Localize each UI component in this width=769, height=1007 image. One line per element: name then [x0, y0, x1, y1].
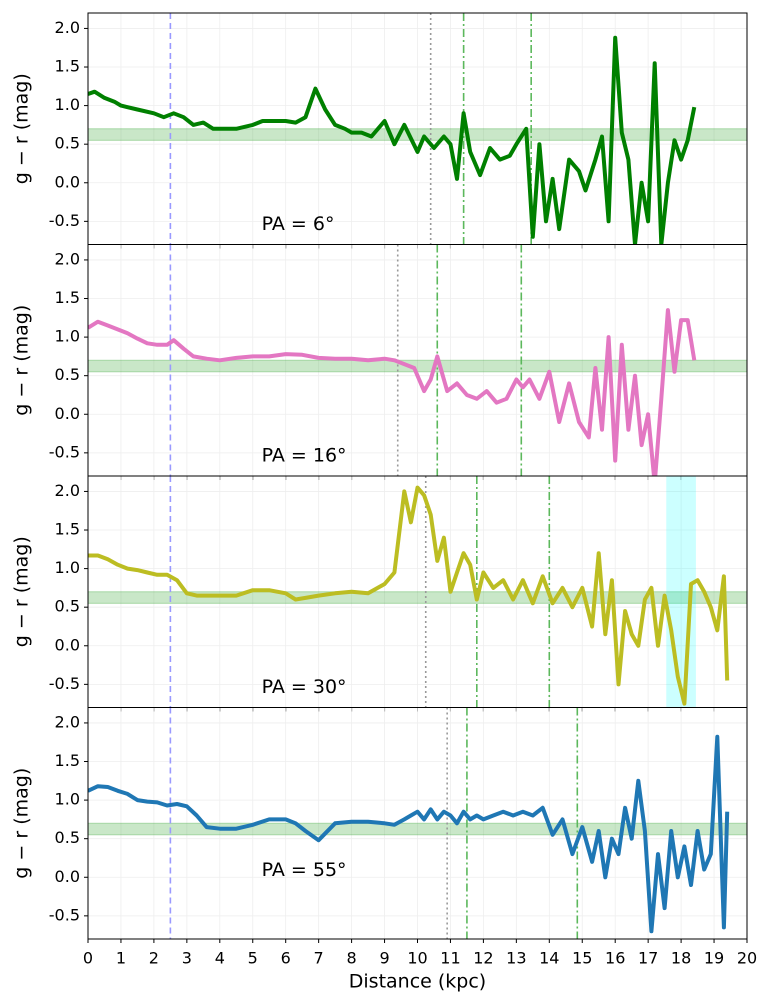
x-tick-label: 7 [314, 949, 324, 968]
y-axis-label: g − r (mag) [11, 73, 33, 184]
x-tick-label: 15 [572, 949, 592, 968]
annotation: PA = 6° [262, 213, 335, 235]
y-tick-label: -0.5 [49, 674, 80, 693]
plot-area [88, 244, 747, 476]
y-tick-label: 1.5 [55, 520, 80, 539]
y-axis-label: g − r (mag) [11, 536, 33, 647]
x-tick-label: 8 [347, 949, 357, 968]
x-tick-label: 19 [704, 949, 724, 968]
x-axis-label: Distance (kpc) [349, 971, 486, 993]
y-tick-label: 2.0 [55, 18, 80, 37]
annotation: PA = 16° [262, 445, 347, 467]
x-tick-label: 9 [379, 949, 389, 968]
data-line [88, 734, 730, 934]
y-tick-label: 0.0 [55, 172, 80, 191]
y-axis-label: g − r (mag) [11, 305, 33, 416]
reference-band [88, 822, 747, 836]
y-tick-label: -0.5 [49, 905, 80, 924]
reference-band [88, 591, 747, 604]
y-axis-label: g − r (mag) [11, 768, 33, 879]
y-tick-label: 0.5 [55, 134, 80, 153]
plot-area [88, 13, 747, 245]
x-tick-label: 1 [116, 949, 126, 968]
y-tick-label: 0.0 [55, 635, 80, 654]
data-line [88, 485, 730, 706]
x-tick-label: 16 [605, 949, 625, 968]
y-tick-label: 2.0 [55, 712, 80, 731]
annotation: PA = 30° [262, 676, 347, 698]
panel: -0.5 0.0 0.5 1.0 1.5 2.0 PA = 30° g − r (mag) [11, 475, 748, 712]
y-tick-label: 1.5 [55, 57, 80, 76]
x-tick-label: 2 [149, 949, 159, 968]
y-tick-label: 1.0 [55, 790, 80, 809]
y-tick-label: 2.0 [55, 249, 80, 268]
y-tick-label: 0.5 [55, 365, 80, 384]
x-tick-label: 3 [182, 949, 192, 968]
x-tick-label: 4 [215, 949, 225, 968]
plot-area [88, 707, 747, 939]
y-tick-label: -0.5 [49, 211, 80, 230]
data-line [88, 308, 697, 476]
y-tick-label: 0.5 [55, 597, 80, 616]
x-tick-label: 20 [737, 949, 757, 968]
y-tick-label: 0.0 [55, 867, 80, 886]
x-tick-label: 5 [248, 949, 258, 968]
x-tick-label: 12 [473, 949, 493, 968]
x-tick-label: 10 [407, 949, 427, 968]
y-tick-label: 1.5 [55, 288, 80, 307]
reference-band [88, 359, 747, 373]
data-line [88, 35, 697, 245]
x-tick-label: 13 [506, 949, 526, 968]
x-tick-label: 14 [539, 949, 559, 968]
y-tick-label: -0.5 [49, 442, 80, 461]
panel: -0.5 0.0 0.5 1.0 1.5 2.0 PA = 6° g − r (mag) [11, 12, 748, 249]
y-tick-label: 1.0 [55, 327, 80, 346]
x-tick-label: 0 [83, 949, 93, 968]
annotation: PA = 55° [262, 859, 347, 881]
x-tick-label: 17 [638, 949, 658, 968]
y-tick-label: 0.5 [55, 828, 80, 847]
y-tick-label: 0.0 [55, 404, 80, 423]
reference-band [88, 128, 747, 141]
panel: 0 1 2 3 4 5 6 7 8 9 10 11 12 13 14 15 16 17 18 19 20-0.50.00… [11, 707, 757, 993]
x-tick-label: 11 [440, 949, 460, 968]
y-tick-label: 1.0 [55, 95, 80, 114]
x-tick-label: 18 [671, 949, 691, 968]
y-tick-label: 1.0 [55, 558, 80, 577]
axes-frame [87, 707, 748, 940]
y-tick-label: 1.5 [55, 751, 80, 770]
y-tick-label: 2.0 [55, 481, 80, 500]
panel: -0.5 0.0 0.5 1.0 1.5 2.0 PA = 16° g − r (mag) [11, 244, 748, 480]
plot-area [88, 476, 747, 708]
x-tick-label: 6 [281, 949, 291, 968]
